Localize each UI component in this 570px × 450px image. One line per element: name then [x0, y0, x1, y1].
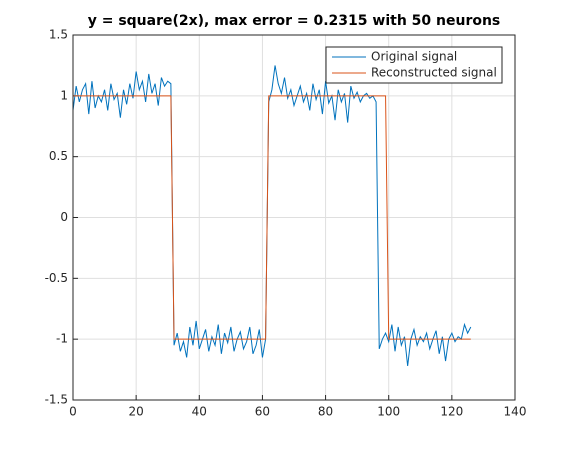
x-tick-label: 40 — [192, 405, 207, 419]
y-tick-label: 1.5 — [49, 28, 68, 42]
legend-label: Original signal — [371, 50, 457, 64]
y-tick-label: -1 — [56, 332, 68, 346]
x-tick-label: 60 — [255, 405, 270, 419]
x-tick-label: 80 — [318, 405, 333, 419]
series-line — [73, 95, 471, 340]
chart-title: y = square(2x), max error = 0.2315 with … — [88, 13, 501, 29]
y-tick-label: 0.5 — [49, 149, 68, 163]
legend-label: Reconstructed signal — [371, 66, 497, 80]
y-tick-label: -0.5 — [45, 271, 68, 285]
x-tick-label: 0 — [69, 405, 77, 419]
x-tick-label: 100 — [377, 405, 400, 419]
x-tick-label: 140 — [504, 405, 527, 419]
y-tick-label: 1 — [60, 88, 68, 102]
y-tick-label: -1.5 — [45, 393, 68, 407]
x-tick-label: 20 — [129, 405, 144, 419]
axes-box — [72, 34, 516, 401]
x-tick-label: 120 — [440, 405, 463, 419]
series-line — [72, 65, 472, 366]
y-tick-label: 0 — [60, 210, 68, 224]
legend-box — [325, 46, 503, 84]
